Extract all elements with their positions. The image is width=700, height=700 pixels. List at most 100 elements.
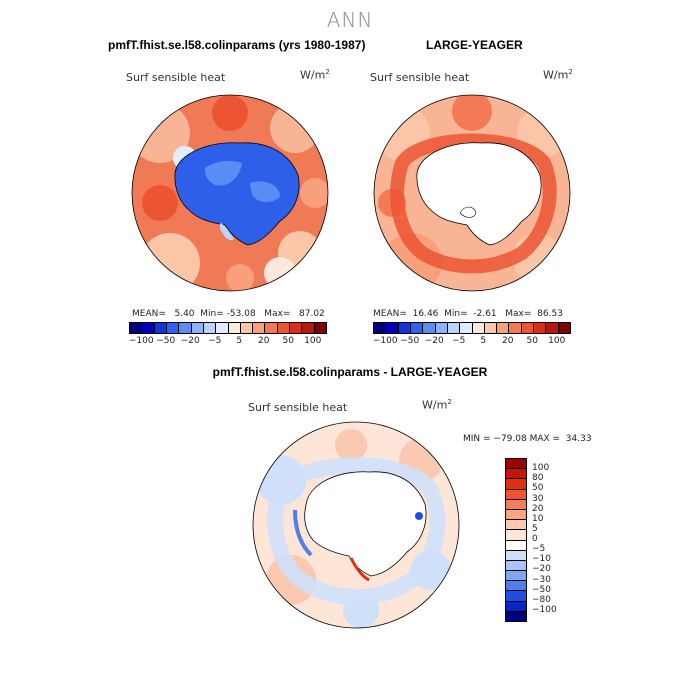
colorbar-swatch (130, 323, 143, 333)
colorbar-swatch (179, 323, 192, 333)
diff-colorbar-swatch (506, 469, 526, 480)
colorbar-swatch (534, 323, 547, 333)
colorbar-swatch (521, 323, 535, 333)
colorbar-tick-label: −50 (400, 336, 420, 346)
diff-units: W/m2 (422, 398, 452, 412)
panel1-colorbar-ticks: −100 −50 −20 −5 5 20 50 100 (129, 336, 325, 348)
colorbar-swatch (497, 323, 510, 333)
panel2-units: W/m2 (543, 68, 573, 82)
panel1-units: W/m2 (300, 68, 330, 82)
colorbar-tick-label: 20 (502, 336, 514, 346)
diff-colorbar-tick-label: 50 (532, 483, 544, 494)
diff-colorbar-ticks: 100 80 50 30 20 10 5 0 −5 −10 −20 −30 −50 −80 −100 (532, 458, 572, 620)
colorbar-swatch (314, 323, 326, 333)
colorbar-swatch (472, 323, 485, 333)
colorbar-swatch (509, 323, 522, 333)
colorbar-swatch (423, 323, 436, 333)
colorbar-tick-label: −50 (156, 336, 176, 346)
panel1-variable-label: Surf sensible heat (126, 71, 226, 84)
panel2-colorbar (373, 322, 571, 334)
colorbar-tick-label: −20 (180, 336, 200, 346)
diff-colorbar-tick-label: −20 (532, 564, 551, 575)
colorbar-swatch (386, 323, 399, 333)
diff-colorbar-swatch (506, 581, 526, 592)
panel1-colorbar (129, 322, 327, 334)
diff-colorbar-swatch (506, 489, 526, 500)
diff-colorbar-swatch (506, 499, 526, 510)
diff-colorbar-tick-label: 10 (532, 513, 544, 524)
panel1-title: pmfT.fhist.se.l58.colinparams (yrs 1980-… (108, 38, 366, 52)
panel2-colorbar-ticks: −100 −50 −20 −5 5 20 50 100 (373, 336, 569, 348)
colorbar-tick-label: −20 (424, 336, 444, 346)
colorbar-swatch (203, 323, 217, 333)
diff-title: pmfT.fhist.se.l58.colinparams - LARGE-YE… (212, 365, 488, 379)
panel2-variable-label: Surf sensible heat (370, 71, 470, 84)
panel2-title: LARGE-YEAGER (426, 38, 523, 52)
colorbar-tick-label: −5 (452, 336, 466, 346)
colorbar-swatch (191, 323, 204, 333)
panel1-polar-map (131, 94, 329, 292)
diff-colorbar-swatch (506, 520, 526, 531)
colorbar-swatch (154, 323, 167, 333)
colorbar-swatch (374, 323, 387, 333)
diff-colorbar-tick-label: −100 (532, 604, 557, 615)
diff-colorbar-tick-label: 100 (532, 463, 550, 474)
colorbar-tick-label: 5 (236, 336, 243, 346)
colorbar-swatch (546, 323, 559, 333)
diff-colorbar-tick-label: 5 (532, 523, 538, 534)
colorbar-swatch (302, 323, 315, 333)
colorbar-tick-label: 100 (548, 336, 566, 346)
colorbar-tick-label: −100 (128, 336, 154, 346)
diff-colorbar-swatch (506, 560, 526, 572)
colorbar-swatch (410, 323, 424, 333)
panel2-polar-map (373, 94, 571, 292)
colorbar-tick-label: 20 (258, 336, 270, 346)
diff-colorbar-tick-label: −5 (532, 544, 546, 555)
colorbar-swatch (166, 323, 180, 333)
colorbar-swatch (447, 323, 461, 333)
diff-colorbar-swatch (506, 509, 526, 521)
diff-colorbar-tick-label: 20 (532, 503, 544, 514)
diff-colorbar-swatch (506, 530, 526, 541)
diff-stats: MIN = −79.08 MAX = 34.33 (463, 434, 592, 444)
diff-colorbar-tick-label: −80 (532, 594, 551, 605)
page-title: ANN (326, 8, 374, 32)
colorbar-swatch (460, 323, 473, 333)
diff-colorbar-swatch (506, 571, 526, 582)
diff-colorbar-swatch (506, 611, 526, 621)
diff-colorbar-tick-label: −30 (532, 574, 551, 585)
colorbar-swatch (277, 323, 291, 333)
colorbar-swatch (142, 323, 155, 333)
colorbar-swatch (228, 323, 241, 333)
colorbar-swatch (290, 323, 303, 333)
colorbar-swatch (558, 323, 570, 333)
diff-colorbar-swatch (506, 540, 526, 551)
colorbar-swatch (435, 323, 448, 333)
diff-colorbar-swatch (506, 591, 526, 602)
diff-colorbar-tick-label: 30 (532, 493, 544, 504)
diff-colorbar-tick-label: −50 (532, 584, 551, 595)
diff-variable-label: Surf sensible heat (248, 401, 348, 414)
diff-colorbar-swatch (506, 479, 526, 490)
diff-colorbar-tick-label: −10 (532, 554, 551, 565)
colorbar-tick-label: −100 (372, 336, 398, 346)
colorbar-swatch (253, 323, 266, 333)
colorbar-swatch (240, 323, 254, 333)
colorbar-tick-label: 5 (480, 336, 487, 346)
diff-colorbar-swatch (506, 459, 526, 470)
diff-colorbar-swatch (506, 601, 526, 612)
colorbar-tick-label: 50 (282, 336, 294, 346)
diff-colorbar-tick-label: 80 (532, 473, 544, 484)
colorbar-tick-label: 50 (526, 336, 538, 346)
diff-colorbar-tick-label: 0 (532, 534, 538, 544)
colorbar-swatch (484, 323, 498, 333)
diff-colorbar (505, 458, 527, 622)
diff-colorbar-swatch (506, 550, 526, 561)
panel1-stats: MEAN= 5.40 Min= -53.08 Max= 87.02 (132, 309, 325, 319)
colorbar-tick-label: 100 (304, 336, 322, 346)
panel2-stats: MEAN= 16.46 Min= -2.61 Max= 86.53 (373, 309, 563, 319)
colorbar-swatch (265, 323, 278, 333)
colorbar-tick-label: −5 (208, 336, 222, 346)
diff-polar-map (252, 421, 460, 629)
colorbar-swatch (398, 323, 411, 333)
